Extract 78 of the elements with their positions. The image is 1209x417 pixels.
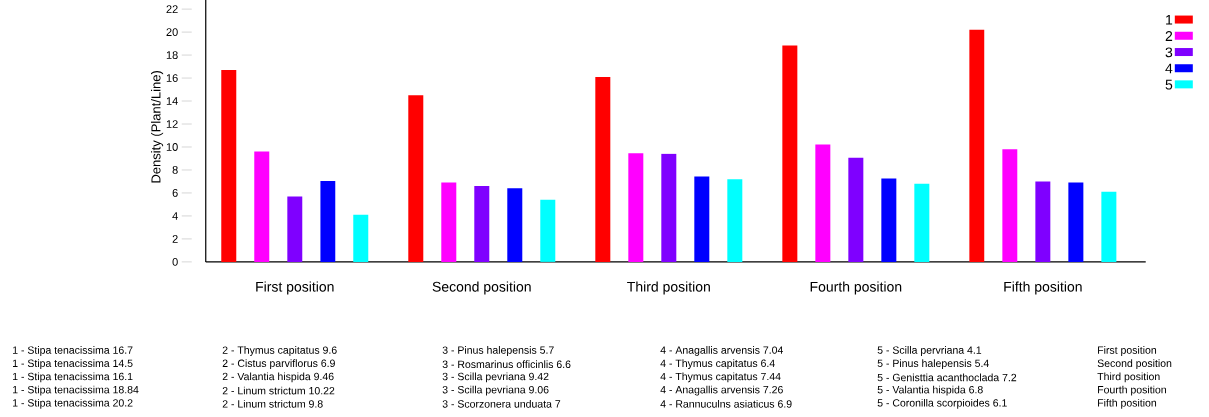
- legend-label: 4: [1165, 63, 1173, 74]
- bar: [782, 45, 798, 262]
- bar: [727, 179, 743, 262]
- bar: [1068, 182, 1084, 262]
- text: 3 - Scilla pevriana 9.42: [442, 372, 549, 383]
- bar: [595, 76, 611, 262]
- text: 1 - Stipa tenacissima 18.84: [13, 385, 139, 396]
- bar: [320, 181, 336, 262]
- bar: [287, 196, 303, 262]
- text: 5 - Valantia hispida 6.8: [877, 385, 983, 396]
- bar: [848, 157, 864, 262]
- x-tick-label: Fifth position: [1004, 281, 1082, 295]
- y-tick-label: 22: [166, 5, 178, 13]
- legend-label: 3: [1165, 47, 1173, 58]
- text: 2 - Valantia hispida 9.46: [222, 372, 334, 383]
- text: 3 - Pinus halepensis 5.7: [442, 346, 554, 356]
- bar: [254, 151, 270, 262]
- x-tick-label: Third position: [627, 281, 710, 295]
- text: 4 - Anagallis arvensis 7.26: [660, 385, 783, 396]
- text: 3 - Scorzonera unduata 7: [442, 399, 561, 408]
- x-tick-label: First position: [256, 281, 334, 295]
- text: 5 - Pinus halepensis 5.4: [877, 359, 989, 370]
- text: 1 - Stipa tenacissima 16.7: [13, 346, 133, 356]
- text: 4 - Thymus capitatus 7.44: [660, 372, 781, 383]
- text: 4 - Thymus capitatus 6.4: [660, 359, 775, 370]
- bar: [661, 153, 677, 262]
- bar: [881, 178, 897, 262]
- y-tick-label: 18: [166, 51, 178, 59]
- text: 3 - Rosmarinus officinlis 6.6: [442, 360, 571, 369]
- text: 4 - Rannuculns asiaticus 6.9: [660, 399, 792, 408]
- bar: [1101, 191, 1117, 262]
- bar: [628, 153, 644, 262]
- text: 1 - Stipa tenacissima 14.5: [13, 359, 133, 370]
- y-tick-label: 10: [166, 143, 178, 151]
- text: 5 - Genisttia acanthoclada 7.2: [877, 373, 1017, 382]
- x-tick-label: Fourth position: [810, 281, 902, 295]
- bar: [1002, 149, 1018, 262]
- y-tick-label: 20: [166, 28, 178, 36]
- y-tick-label: 6: [172, 189, 178, 197]
- bar: [221, 70, 237, 262]
- legend-label: 1: [1166, 14, 1173, 25]
- text: 2 - Linum strictum 10.22: [222, 386, 335, 395]
- text: 2 - Cistus parviflorus 6.9: [222, 359, 335, 370]
- text: 2 - Linum strictum 9.8: [222, 399, 323, 408]
- bar: [815, 144, 831, 262]
- text: 1 - Stipa tenacissima 20.2: [13, 398, 133, 409]
- bar: [507, 188, 523, 262]
- y-tick-label: 14: [166, 97, 178, 105]
- text: 5 - Coronilla scorpioides 6.1: [877, 398, 1007, 409]
- bar: [408, 95, 424, 262]
- y-tick-label: 8: [172, 166, 178, 174]
- text: 1 - Stipa tenacissima 16.1: [13, 372, 133, 383]
- bar: [914, 183, 930, 262]
- y-tick-label: 2: [172, 235, 178, 243]
- text: 5 - Scilla pervriana 4.1: [877, 346, 982, 356]
- text: 3 - Scilla pevriana 9.06: [442, 385, 549, 396]
- legend-label: 2: [1165, 31, 1173, 41]
- bar: [540, 199, 556, 262]
- y-tick-label: 4: [172, 212, 178, 220]
- y-tick-label: 0: [172, 258, 178, 266]
- bar: [694, 176, 710, 262]
- text: Fifth position: [1098, 398, 1157, 409]
- text: First position: [1098, 346, 1157, 356]
- bar: [969, 29, 985, 262]
- y-tick-label: 12: [166, 120, 178, 128]
- text: Third position: [1097, 372, 1160, 383]
- y-axis-title: Density (Plant/Line): [150, 70, 164, 183]
- text: Second position: [1097, 359, 1172, 370]
- bar: [353, 214, 369, 262]
- bar: [441, 182, 457, 262]
- text: 2 - Thymus capitatus 9.6: [222, 346, 337, 356]
- y-tick-label: 16: [166, 74, 178, 82]
- bar: [474, 186, 490, 262]
- text: 4 - Anagallis arvensis 7.04: [660, 346, 784, 356]
- x-tick-label: Second position: [432, 281, 531, 295]
- text: Fourth position: [1098, 385, 1166, 396]
- bar: [1035, 181, 1051, 262]
- legend-label: 5: [1165, 79, 1173, 90]
